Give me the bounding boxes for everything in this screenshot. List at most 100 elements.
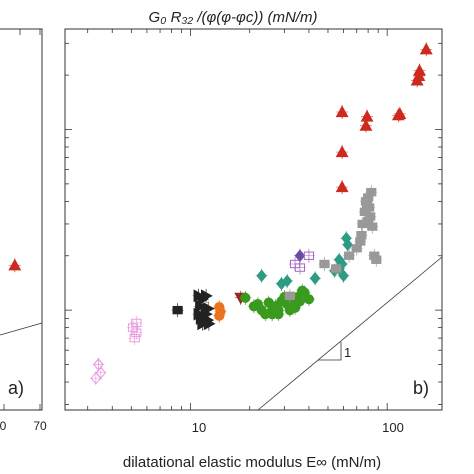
- data-point: [294, 263, 306, 272]
- data-point: [335, 180, 349, 193]
- data-point-group: [92, 357, 105, 372]
- panel-b-ticks: [65, 29, 442, 410]
- data-point-group: [272, 307, 285, 322]
- panel-b-points: [89, 42, 433, 386]
- data-point-group: [255, 268, 268, 283]
- data-point: [359, 119, 373, 131]
- data-point: [131, 318, 142, 328]
- series: [289, 248, 315, 275]
- data-point-group: [335, 180, 349, 195]
- data-point: [284, 291, 295, 301]
- data-point: [127, 323, 139, 332]
- data-point: [335, 145, 349, 158]
- data-point: [93, 358, 104, 371]
- series: [239, 283, 315, 322]
- panel-b-frame: [64, 28, 443, 411]
- series: [213, 300, 227, 323]
- data-point-group: [89, 371, 102, 386]
- data-point: [303, 294, 315, 305]
- data-point-group: [239, 290, 252, 305]
- series: [283, 185, 383, 303]
- data-point-group: [370, 252, 383, 267]
- data-point-group: [171, 303, 184, 318]
- data-point-group: [318, 257, 331, 272]
- data-point: [360, 109, 374, 122]
- data-point-group: [419, 42, 433, 57]
- data-point-group: [335, 104, 349, 119]
- data-point-group: [337, 268, 350, 283]
- data-point: [200, 289, 213, 303]
- data-point-group: [309, 271, 322, 286]
- data-point-group: [202, 316, 216, 331]
- data-point: [342, 238, 353, 252]
- data-point-group: [335, 145, 349, 160]
- data-point: [393, 107, 407, 119]
- y-axis-title: G₀ R₃₂ /(φ(φ-φc)) (mN/m): [149, 9, 318, 26]
- data-point: [95, 366, 107, 380]
- data-point-group: [302, 248, 315, 263]
- data-point-group: [283, 288, 296, 303]
- panel-b: G₀ R₃₂ /(φ(φ-φc)) (mN/m) 1 b) 10 100 dil…: [64, 9, 443, 471]
- data-point: [303, 251, 315, 260]
- data-point-group: [330, 261, 343, 276]
- data-point: [364, 203, 375, 212]
- panel-a-points: [8, 258, 22, 273]
- data-point-group: [293, 260, 306, 275]
- data-point-group: [281, 273, 294, 288]
- panel-b-label: b): [413, 378, 429, 398]
- data-point: [240, 292, 251, 303]
- data-point: [319, 259, 330, 269]
- data-point-group: [355, 228, 368, 243]
- panel-a-tick-label-left: 0: [0, 419, 7, 433]
- reference-slope-line: [257, 256, 443, 411]
- data-point-group: [365, 185, 378, 200]
- data-point: [335, 105, 349, 118]
- data-point: [338, 269, 349, 283]
- data-point: [371, 255, 382, 264]
- data-point: [214, 310, 225, 321]
- data-point: [367, 222, 378, 231]
- series: [335, 42, 433, 195]
- data-point-group: [366, 219, 379, 234]
- data-point-group: [302, 292, 315, 307]
- data-point-group: [8, 258, 22, 273]
- series: [127, 315, 143, 346]
- data-point: [203, 317, 216, 331]
- panel-a: a) 0 70: [0, 28, 47, 433]
- x-tick-label-10: 10: [192, 420, 206, 435]
- series: [89, 357, 107, 386]
- data-point-group: [128, 331, 141, 346]
- data-point-group: [200, 288, 213, 303]
- panel-a-ticks: [3, 29, 41, 410]
- data-point-group: [360, 109, 374, 124]
- data-point: [256, 269, 267, 283]
- data-point-group: [130, 315, 143, 330]
- data-point-group: [363, 200, 376, 215]
- data-point: [129, 333, 140, 343]
- data-point: [366, 187, 377, 197]
- data-point-group: [343, 248, 356, 263]
- data-point-group: [213, 308, 226, 323]
- panel-a-label: a): [8, 378, 24, 398]
- data-point: [195, 299, 207, 313]
- x-axis-title: dilatational elastic modulus E∞ (mN/m): [123, 454, 381, 471]
- panel-a-frame: [0, 28, 43, 411]
- data-point-group: [293, 294, 306, 309]
- series: [192, 288, 216, 331]
- data-point-group: [393, 106, 407, 121]
- data-point: [309, 271, 321, 285]
- data-point: [413, 63, 426, 76]
- slope-triangle: [318, 342, 342, 361]
- data-point-group: [413, 63, 426, 78]
- panel-a-tick-label-right: 70: [33, 419, 47, 433]
- data-point: [8, 258, 22, 271]
- panel-a-fit-line: [0, 322, 43, 336]
- x-tick-label-100: 100: [382, 420, 404, 435]
- series: [255, 231, 354, 291]
- data-point: [294, 296, 306, 307]
- data-point: [356, 230, 367, 240]
- series: [171, 303, 184, 318]
- data-point: [343, 251, 355, 260]
- data-point: [351, 244, 362, 253]
